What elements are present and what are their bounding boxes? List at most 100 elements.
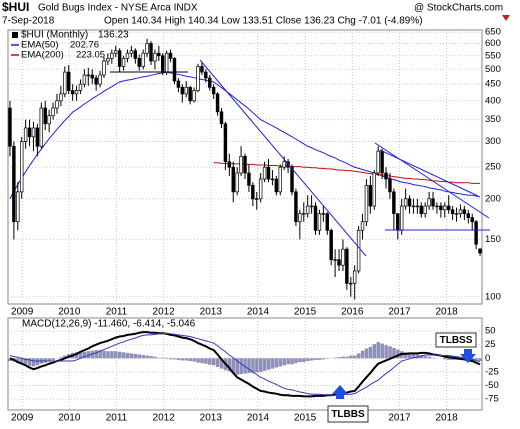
candle-body — [78, 83, 83, 91]
legend-value: 223.05 — [76, 50, 105, 61]
candle — [78, 79, 83, 94]
histogram-bar — [180, 358, 185, 361]
quote: Open 140.34 High 140.34 Low 133.51 Close… — [104, 16, 423, 27]
candle — [35, 123, 40, 157]
candle-body — [117, 50, 122, 67]
candle-body — [411, 205, 416, 208]
candle-body — [294, 191, 298, 223]
candle-body — [39, 107, 44, 147]
candle — [215, 92, 220, 116]
histogram-bar — [98, 350, 102, 359]
candle-body — [23, 127, 28, 142]
x-tick-label: 2011 — [106, 307, 128, 318]
candle — [247, 164, 251, 192]
x-tick-label: 2010 — [58, 307, 81, 318]
candle — [31, 121, 36, 152]
x-tick-label: 2013 — [200, 307, 223, 318]
macd-panel: 50 25 0 -25 -50 -75 2009 2010 2011 2012 2013 2014 20… — [7, 317, 499, 424]
candle-body — [192, 90, 196, 102]
candle — [12, 141, 16, 240]
histogram-bar — [23, 358, 28, 365]
candle-body — [333, 259, 337, 261]
candle — [360, 213, 365, 240]
candle-body — [161, 55, 165, 73]
candle-body — [325, 213, 329, 231]
candle — [388, 172, 392, 199]
candle-body — [188, 86, 192, 102]
histogram-bar — [8, 358, 12, 362]
candle-body — [55, 100, 59, 109]
legend-swatch — [12, 32, 18, 38]
histogram-bar — [82, 351, 87, 359]
candle-body — [176, 80, 181, 88]
histogram-bar — [313, 358, 318, 360]
histogram-bar — [251, 358, 255, 373]
histogram-bar — [204, 358, 208, 364]
candle — [145, 38, 149, 58]
candle — [270, 170, 275, 186]
y-tick-label: 350 — [485, 114, 501, 125]
candle-body — [258, 178, 263, 200]
histogram-bar — [396, 349, 400, 359]
candle-body — [364, 184, 369, 223]
candle-body — [219, 111, 224, 125]
candle — [133, 48, 138, 64]
annotation-arrow — [460, 349, 476, 363]
histogram-bar — [427, 356, 431, 359]
histogram-bar — [255, 358, 259, 373]
histogram-bar — [443, 358, 447, 360]
candle-body — [384, 172, 388, 180]
candle — [59, 85, 63, 107]
candle — [106, 53, 110, 66]
candle-body — [110, 52, 114, 59]
candle — [290, 164, 294, 196]
candle-body — [227, 161, 232, 168]
candle — [333, 249, 337, 277]
candle-body — [157, 52, 161, 57]
candle — [149, 41, 153, 66]
candle — [466, 209, 471, 224]
histogram-bar — [341, 356, 345, 359]
candle-body — [51, 107, 55, 117]
date: 7-Sep-2018 — [2, 16, 55, 27]
histogram-bar — [133, 353, 138, 359]
histogram-bar — [353, 355, 357, 359]
histogram-bar — [153, 356, 157, 359]
histogram-bar — [415, 354, 420, 359]
x-tick-label: 2013 — [200, 413, 223, 424]
histogram-bar — [262, 358, 267, 371]
candle — [63, 66, 67, 98]
candle — [341, 239, 345, 271]
histogram-bar — [372, 344, 377, 359]
candle — [423, 202, 427, 218]
candle — [227, 153, 232, 176]
y-tick-label: 650 — [485, 27, 501, 38]
x-tick-label: 2011 — [106, 413, 128, 424]
candle — [157, 45, 161, 62]
histogram-bar — [141, 355, 146, 359]
candle-body — [196, 66, 200, 91]
trendlines — [110, 59, 490, 257]
candle — [462, 206, 467, 221]
candle — [66, 65, 71, 94]
y-tick-label: 50 — [485, 326, 496, 337]
candle — [16, 182, 20, 231]
candle-body — [431, 198, 435, 207]
candle — [94, 75, 98, 91]
y-tick-label: 100 — [485, 291, 501, 302]
candle-body — [478, 248, 482, 254]
candle — [235, 167, 239, 196]
histogram-bar — [27, 358, 32, 366]
trendline — [379, 149, 479, 197]
candle — [262, 161, 267, 183]
histogram-bar — [274, 358, 279, 368]
histogram-bar — [266, 358, 271, 370]
histogram-bar — [74, 352, 79, 359]
candle-body — [149, 43, 153, 62]
candle — [211, 84, 216, 100]
histogram-bar — [227, 358, 232, 372]
candle-body — [47, 115, 51, 125]
candle-body — [368, 184, 373, 207]
candle — [329, 228, 333, 266]
candle-body — [43, 107, 47, 125]
